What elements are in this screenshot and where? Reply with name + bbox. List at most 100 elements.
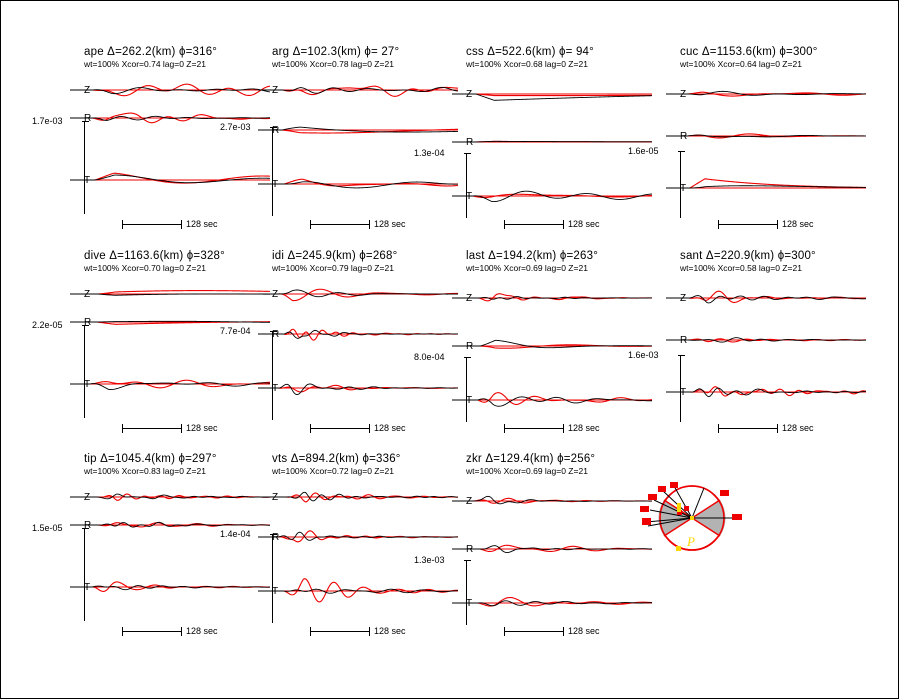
amplitude-scale-tick-tip (82, 528, 89, 621)
time-scale-cap-left (122, 424, 123, 433)
observed-trace (666, 295, 866, 304)
observed-trace (70, 382, 270, 391)
observed-trace (452, 140, 652, 143)
panel-stats-cuc: wt=100% Xcor=0.64 lag=0 Z=21 (680, 59, 802, 69)
waveform-panel-idi: idi Δ=245.9(km) ϕ=268° wt=100% Xcor=0.79 … (220, 250, 458, 450)
trace-row-zkr-r: R (452, 531, 652, 581)
time-scale-cap-left (504, 220, 505, 229)
observed-trace (70, 493, 270, 500)
panel-stats-arg: wt=100% Xcor=0.78 lag=0 Z=21 (272, 59, 394, 69)
time-scale-cap-right (563, 627, 564, 636)
trace-row-ape-z: Z (70, 72, 270, 122)
time-scale-line (122, 428, 182, 429)
waveform-idi-t (258, 383, 458, 396)
synthetic-trace (452, 193, 652, 199)
panel-title-last: last Δ=194.2(km) ϕ=263° (466, 250, 598, 262)
synthetic-trace (452, 544, 652, 553)
amplitude-label-cuc: 1.6e-05 (628, 146, 659, 156)
time-scale-bar-css: 128 sec (504, 219, 600, 229)
amplitude-label-vts: 1.4e-04 (220, 529, 251, 539)
panel-title-sant: sant Δ=220.9(km) ϕ=300° (680, 250, 816, 262)
waveform-css-r (452, 140, 652, 143)
beachball-station-markers (640, 482, 742, 525)
time-scale-label-cuc: 128 sec (782, 219, 814, 229)
waveform-dive-z (70, 290, 270, 296)
time-scale-bar-idi: 128 sec (310, 423, 406, 433)
time-scale-cap-left (310, 627, 311, 636)
trace-group-tip: ZRT 1.5e-05 128 sec (32, 477, 270, 637)
amplitude-scale-tick-arg (270, 127, 277, 216)
observed-trace (666, 134, 866, 138)
trace-row-vts-r: R (258, 519, 458, 569)
waveform-ape-z (70, 83, 270, 97)
trace-row-sant-r: R (666, 322, 866, 372)
panel-stats-tip: wt=100% Xcor=0.83 lag=0 Z=21 (84, 466, 206, 476)
observed-trace (70, 87, 270, 95)
trace-row-cuc-r: R (666, 118, 866, 168)
time-scale-cap-left (122, 627, 123, 636)
amplitude-label-sant: 1.6e-03 (628, 350, 659, 360)
trace-row-css-z: Z (452, 76, 652, 126)
time-scale-line (310, 224, 370, 225)
waveform-panel-ape: ape Δ=262.2(km) ϕ=316° wt=100% Xcor=0.74 … (32, 46, 270, 246)
observed-trace (666, 90, 866, 96)
waveform-zkr-t (452, 596, 652, 607)
time-scale-bar-zkr: 128 sec (504, 626, 600, 636)
time-scale-cap-left (718, 424, 719, 433)
svg-text:P: P (686, 534, 695, 549)
time-scale-line (504, 428, 564, 429)
trace-row-arg-t: T (258, 166, 458, 216)
panel-title-zkr: zkr Δ=129.4(km) ϕ=256° (466, 453, 596, 465)
observed-trace (70, 115, 270, 121)
observed-trace (258, 329, 458, 339)
observed-trace (452, 545, 652, 554)
time-scale-cap-right (181, 220, 182, 229)
trace-row-css-r: R (452, 124, 652, 174)
time-scale-bar-vts: 128 sec (310, 626, 406, 636)
waveform-zkr-r (452, 544, 652, 554)
time-scale-cap-right (369, 220, 370, 229)
time-scale-bar-dive: 128 sec (122, 423, 218, 433)
observed-trace (452, 190, 652, 203)
panel-title-idi: idi Δ=245.9(km) ϕ=268° (272, 250, 398, 262)
amplitude-label-css: 1.3e-04 (414, 148, 445, 158)
amplitude-scale-tick-cuc (678, 151, 685, 218)
panel-stats-sant: wt=100% Xcor=0.58 lag=0 Z=21 (680, 263, 802, 273)
waveform-panel-last: last Δ=194.2(km) ϕ=263° wt=100% Xcor=0.69… (414, 250, 652, 450)
trace-row-tip-t: T (70, 569, 270, 619)
waveform-sant-z (666, 290, 866, 304)
panel-stats-zkr: wt=100% Xcor=0.69 lag=0 Z=21 (466, 466, 588, 476)
amplitude-scale-tick-idi (270, 331, 277, 420)
observed-trace (452, 495, 652, 505)
trace-row-idi-z: Z (258, 276, 458, 326)
time-scale-label-idi: 128 sec (374, 423, 406, 433)
time-scale-line (504, 224, 564, 225)
waveform-last-t (452, 392, 652, 407)
amplitude-label-idi: 7.7e-04 (220, 326, 251, 336)
amplitude-scale-tick-last (464, 357, 471, 422)
time-scale-cap-right (181, 424, 182, 433)
trace-row-cuc-t: T (666, 170, 866, 220)
panel-title-cuc: cuc Δ=1153.6(km) ϕ=300° (680, 46, 818, 58)
trace-group-sant: ZRT 1.6e-03 128 sec (628, 274, 866, 434)
waveform-panel-vts: vts Δ=894.2(km) ϕ=336° wt=100% Xcor=0.72 … (220, 453, 458, 653)
panel-title-vts: vts Δ=894.2(km) ϕ=336° (272, 453, 401, 465)
panel-stats-last: wt=100% Xcor=0.69 lag=0 Z=21 (466, 263, 588, 273)
waveform-vts-r (258, 530, 458, 543)
waveform-panel-arg: arg Δ=102.3(km) ϕ= 27° wt=100% Xcor=0.78 … (220, 46, 458, 246)
synthetic-trace (70, 493, 270, 501)
time-scale-bar-tip: 128 sec (122, 626, 218, 636)
observed-trace (70, 174, 270, 184)
time-scale-cap-right (777, 220, 778, 229)
waveform-arg-z (258, 85, 458, 97)
trace-row-dive-t: T (70, 366, 270, 416)
trace-row-idi-r: R (258, 316, 458, 366)
time-scale-line (718, 224, 778, 225)
observed-trace (70, 320, 270, 323)
synthetic-trace (258, 530, 458, 543)
trace-group-ape: ZRT 1.7e-03 128 sec (32, 70, 270, 230)
waveform-tip-z (70, 493, 270, 501)
trace-row-tip-r: R (70, 507, 270, 557)
waveform-panel-cuc: cuc Δ=1153.6(km) ϕ=300° wt=100% Xcor=0.64… (628, 46, 866, 246)
trace-group-css: ZRT 1.3e-04 128 sec (414, 70, 652, 230)
